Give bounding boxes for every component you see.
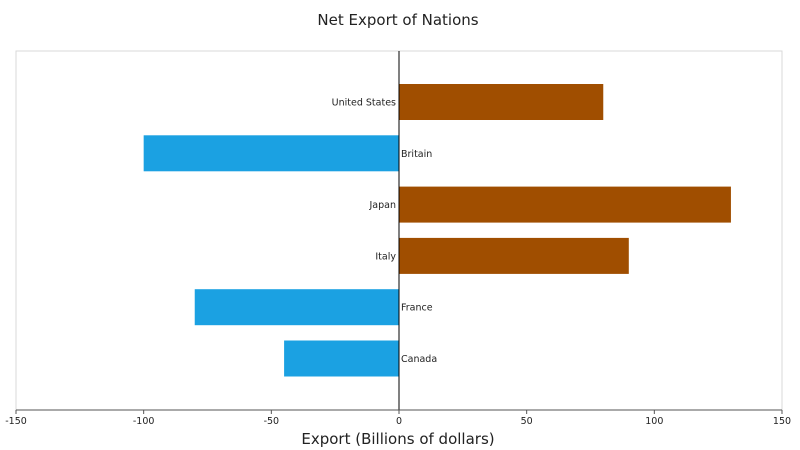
x-tick-label: -150 — [5, 416, 27, 427]
category-label-france: France — [401, 303, 433, 314]
x-tick-label: 50 — [521, 416, 533, 427]
bar-united-states — [399, 84, 604, 120]
bar-france — [194, 289, 399, 326]
category-label-italy: Italy — [375, 251, 396, 262]
category-label-japan: Japan — [369, 200, 397, 211]
x-tick-label: -100 — [133, 416, 155, 427]
bar-canada — [284, 340, 399, 377]
x-axis-label: Export (Billions of dollars) — [301, 430, 494, 448]
bar-italy — [399, 237, 629, 274]
bar-britain — [143, 135, 399, 172]
category-label-united-states: United States — [332, 98, 396, 109]
bars-group — [143, 84, 731, 377]
chart-title: Net Export of Nations — [317, 11, 478, 29]
x-axis-ticks: -150 -100 -50 0 50 100 150 — [5, 410, 791, 427]
x-tick-label: 100 — [645, 416, 663, 427]
category-labels-group: United States Britain Japan Italy France Cana… — [332, 98, 438, 366]
category-label-britain: Britain — [401, 149, 432, 160]
x-tick-label: -50 — [264, 416, 280, 427]
category-label-canada: Canada — [401, 354, 437, 365]
x-tick-label: 0 — [396, 416, 402, 427]
bar-japan — [399, 186, 731, 223]
x-tick-label: 150 — [773, 416, 791, 427]
